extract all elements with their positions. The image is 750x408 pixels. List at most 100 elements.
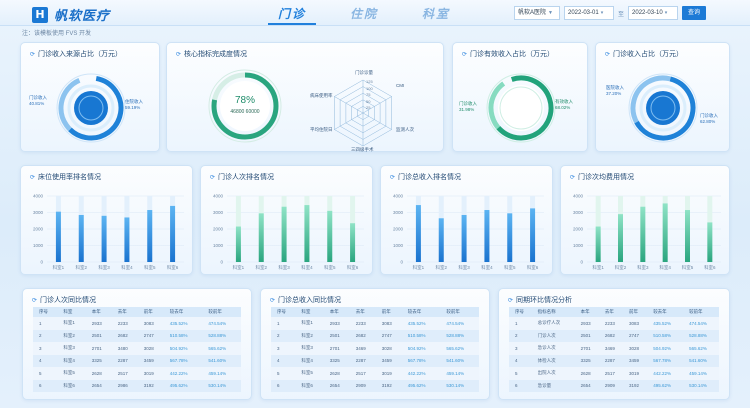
table-cell: 541.60%: [202, 354, 241, 367]
table-row[interactable]: 5 科室5 2628 2517 3019 442.22% 459.14%: [271, 367, 479, 380]
table-row[interactable]: 6 科室6 2654 2909 3192 495.62% 530.14%: [271, 379, 479, 392]
chevron-down-icon: ▼: [548, 10, 553, 16]
hospital-select[interactable]: 帆软A医院 ▼: [514, 6, 560, 20]
card-title: 门诊人次排名情况: [218, 174, 275, 181]
date-start-value: 2022-03-01: [568, 10, 599, 16]
filter-bar: 帆软A医院 ▼ 2022-03-01 ▾ 至 2022-03-10 ▾ 查询: [514, 6, 707, 20]
query-button[interactable]: 查询: [682, 6, 707, 20]
calendar-icon: ▾: [664, 10, 668, 16]
left-label: 医院收入 37.20%: [606, 85, 624, 96]
table-cell: 1: [509, 317, 532, 330]
radar-tick: 50: [366, 99, 371, 104]
tab-department[interactable]: 科室: [422, 7, 451, 21]
card-title: 门诊次均费用情况: [578, 174, 635, 181]
y-tick-label: 3000: [393, 210, 404, 215]
table-row[interactable]: 4 科室4 3325 2287 3459 567.78% 541.60%: [271, 354, 479, 367]
column-header: 本年: [85, 307, 112, 317]
effective-income-donut: [486, 73, 556, 143]
table-cell: 528.88%: [683, 329, 719, 342]
table-cell: 出院人次: [531, 367, 575, 380]
table-row[interactable]: 3 科室3 2701 3480 3028 504.92% 565.62%: [33, 342, 241, 355]
table-row[interactable]: 2 门诊人次 2501 2682 2747 510.58% 528.88%: [509, 329, 719, 342]
table-row[interactable]: 6 急诊量 2654 2909 3192 495.62% 530.14%: [509, 379, 719, 392]
bar: [484, 210, 490, 262]
table-row[interactable]: 4 体检人次 3325 2287 3459 567.78% 541.60%: [509, 354, 719, 367]
column-header: 前年: [137, 307, 164, 317]
table-cell: 2682: [598, 329, 624, 342]
table-card-3: ⟳ 同期环比情况分析 序号 指标名称 本年 去年 前年 较去年 较前年 1 总诊疗人次 2933 2…: [498, 288, 730, 400]
date-end-value: 2022-03-10: [632, 10, 663, 16]
table-cell: 530.14%: [683, 379, 719, 392]
y-tick-label: 1000: [573, 243, 584, 248]
refresh-icon: ⟳: [30, 51, 36, 58]
table-row[interactable]: 1 总诊疗人次 2933 2233 3083 435.52% 474.54%: [509, 317, 719, 330]
bar: [55, 211, 61, 262]
table-cell: 495.62%: [647, 379, 684, 392]
tab-outpatient[interactable]: 门诊: [268, 4, 317, 25]
x-tick-label: 科室4: [481, 264, 493, 271]
table-row[interactable]: 2 科室2 2501 2682 2747 510.58% 528.88%: [271, 329, 479, 342]
table-row[interactable]: 2 科室2 2501 2682 2747 510.58% 528.88%: [33, 329, 241, 342]
table-cell: 495.62%: [401, 379, 441, 392]
table-cell: 528.88%: [440, 329, 479, 342]
date-separator: 至: [618, 11, 625, 18]
table-row[interactable]: 5 出院人次 2628 2517 3019 442.22% 459.14%: [509, 367, 719, 380]
column-header: 本年: [323, 307, 350, 317]
card-title: 门诊收入占比（万元）: [613, 51, 684, 58]
table-row[interactable]: 3 科室3 2701 3469 3028 504.92% 565.62%: [271, 342, 479, 355]
table-cell: 科室2: [57, 329, 86, 342]
table-cell: 474.54%: [440, 317, 479, 330]
table-cell: 2: [271, 329, 296, 342]
table-cell: 565.62%: [202, 342, 241, 355]
tab-inpatient[interactable]: 住院: [350, 7, 379, 21]
effective-income-card: ⟳ 门诊有效收入占比（万元） 门诊收入 31.98% 有效收入 68.02%: [452, 42, 588, 152]
y-tick-label: 3000: [213, 210, 224, 215]
table-cell: 504.92%: [163, 342, 203, 355]
table-cell: 3019: [623, 367, 648, 380]
table-cell: 3480: [111, 342, 138, 355]
table-cell: 3028: [137, 342, 164, 355]
table-row[interactable]: 1 科室1 2933 2233 3083 435.52% 474.54%: [33, 317, 241, 330]
column-header: 前年: [375, 307, 402, 317]
table-cell: 3469: [349, 342, 376, 355]
table-cell: 2628: [574, 367, 599, 380]
table-header-row: 序号 科室 本年 去年 前年 较去年 较前年: [271, 307, 479, 317]
table-row[interactable]: 4 科室4 3325 2287 3459 567.78% 541.60%: [33, 354, 241, 367]
table-cell: 急诊量: [531, 379, 575, 392]
table-cell: 3459: [137, 354, 164, 367]
calendar-icon: ▾: [600, 10, 604, 16]
x-tick-label: 科室3: [458, 264, 470, 271]
income-source-card: ⟳ 门诊收入来源占比（万元） 门诊收入 40.81% 住院收入 59.19%: [20, 42, 160, 152]
x-tick-label: 科室6: [167, 264, 179, 271]
x-tick-label: 科室4: [301, 264, 313, 271]
table-cell: 474.54%: [683, 317, 719, 330]
column-header: 较去年: [163, 307, 203, 317]
card-title: 门诊总收入同比情况: [278, 297, 342, 304]
table-cell: 5: [509, 367, 532, 380]
x-tick-label: 科室3: [637, 264, 649, 271]
table-cell: 565.62%: [683, 342, 719, 355]
table-cell: 567.78%: [401, 354, 441, 367]
left-label: 门诊收入 40.81%: [29, 95, 47, 106]
table-row[interactable]: 6 科室6 2654 2986 3192 495.62% 530.14%: [33, 379, 241, 392]
data-table: 序号 科室 本年 去年 前年 较去年 较前年 1 科室1 2933 2233 3083 435.52% 4…: [33, 307, 241, 392]
table-cell: 2747: [375, 329, 402, 342]
x-tick-label: 科室2: [615, 264, 627, 271]
radar-axis-label: CMI: [396, 83, 405, 88]
bar: [101, 215, 107, 262]
table-cell: 3: [509, 342, 532, 355]
right-label: 住院收入 59.19%: [125, 99, 143, 110]
date-start-input[interactable]: 2022-03-01 ▾: [564, 6, 614, 20]
y-tick-label: 2000: [33, 227, 44, 232]
table-row[interactable]: 1 科室1 2933 2233 3083 435.52% 474.54%: [271, 317, 479, 330]
column-header: 前年: [623, 307, 648, 317]
bar: [327, 210, 333, 262]
date-end-input[interactable]: 2022-03-10 ▾: [628, 6, 679, 20]
table-cell: 科室3: [57, 342, 86, 355]
table-cell: 2701: [574, 342, 599, 355]
table-cell: 门诊人次: [531, 329, 575, 342]
table-row[interactable]: 5 科室5 2628 2517 3019 442.22% 459.14%: [33, 367, 241, 380]
table-cell: 474.54%: [202, 317, 241, 330]
table-row[interactable]: 3 急诊人次 2701 3469 3028 504.92% 565.62%: [509, 342, 719, 355]
column-header: 去年: [111, 307, 138, 317]
